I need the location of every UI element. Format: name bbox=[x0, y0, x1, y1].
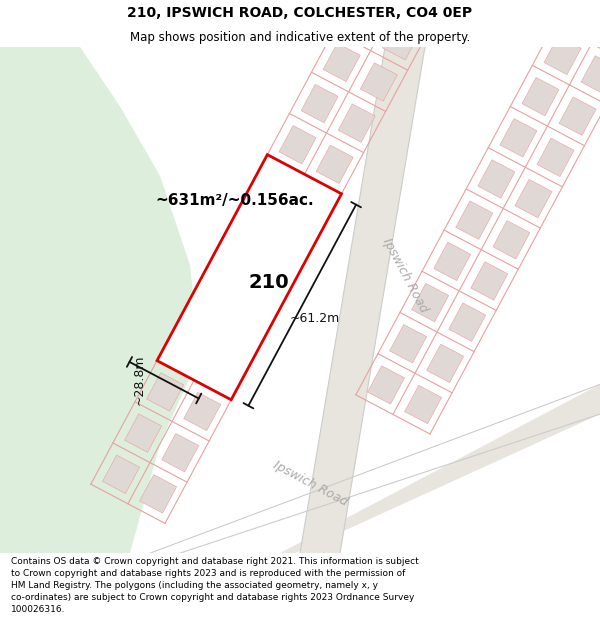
Polygon shape bbox=[566, 0, 600, 33]
Polygon shape bbox=[150, 384, 600, 553]
Text: Ipswich Road: Ipswich Road bbox=[271, 459, 349, 509]
Text: ~28.8m: ~28.8m bbox=[133, 355, 146, 406]
Polygon shape bbox=[257, 167, 294, 205]
Polygon shape bbox=[228, 310, 265, 348]
Polygon shape bbox=[279, 126, 316, 164]
Text: 210: 210 bbox=[249, 272, 290, 292]
Polygon shape bbox=[213, 249, 250, 288]
Polygon shape bbox=[581, 56, 600, 94]
Polygon shape bbox=[316, 145, 353, 184]
Polygon shape bbox=[140, 474, 176, 513]
Polygon shape bbox=[235, 208, 272, 246]
Text: Ipswich Road: Ipswich Road bbox=[380, 236, 430, 314]
Polygon shape bbox=[537, 138, 574, 177]
Polygon shape bbox=[169, 331, 206, 370]
Polygon shape bbox=[427, 344, 464, 382]
Polygon shape bbox=[522, 78, 559, 116]
Polygon shape bbox=[368, 366, 404, 404]
Polygon shape bbox=[544, 36, 581, 74]
Polygon shape bbox=[191, 291, 228, 329]
Polygon shape bbox=[389, 324, 427, 363]
Polygon shape bbox=[493, 221, 530, 259]
Polygon shape bbox=[559, 97, 596, 136]
Text: Map shows position and indicative extent of the property.: Map shows position and indicative extent… bbox=[130, 31, 470, 44]
Polygon shape bbox=[272, 228, 309, 266]
Text: Contains OS data © Crown copyright and database right 2021. This information is : Contains OS data © Crown copyright and d… bbox=[11, 557, 419, 614]
Polygon shape bbox=[146, 372, 184, 411]
Polygon shape bbox=[515, 179, 552, 218]
Polygon shape bbox=[412, 283, 449, 322]
Polygon shape bbox=[471, 262, 508, 300]
Polygon shape bbox=[157, 154, 341, 400]
Polygon shape bbox=[250, 269, 287, 307]
Polygon shape bbox=[338, 104, 375, 142]
Polygon shape bbox=[360, 62, 397, 101]
Polygon shape bbox=[345, 2, 382, 41]
Polygon shape bbox=[323, 43, 360, 82]
Polygon shape bbox=[404, 386, 442, 424]
Polygon shape bbox=[125, 414, 161, 452]
Polygon shape bbox=[0, 47, 200, 553]
Polygon shape bbox=[382, 21, 419, 60]
Polygon shape bbox=[478, 160, 515, 198]
Text: ~631m²/~0.156ac.: ~631m²/~0.156ac. bbox=[155, 193, 314, 208]
Polygon shape bbox=[449, 303, 486, 341]
Polygon shape bbox=[456, 201, 493, 239]
Polygon shape bbox=[434, 242, 471, 281]
Polygon shape bbox=[161, 434, 199, 472]
Polygon shape bbox=[184, 392, 221, 431]
Polygon shape bbox=[103, 455, 140, 494]
Polygon shape bbox=[301, 84, 338, 122]
Polygon shape bbox=[206, 351, 243, 389]
Polygon shape bbox=[300, 47, 425, 553]
Text: ~61.2m: ~61.2m bbox=[289, 312, 340, 325]
Text: 210, IPSWICH ROAD, COLCHESTER, CO4 0EP: 210, IPSWICH ROAD, COLCHESTER, CO4 0EP bbox=[127, 6, 473, 20]
Polygon shape bbox=[294, 186, 331, 225]
Polygon shape bbox=[500, 119, 537, 157]
